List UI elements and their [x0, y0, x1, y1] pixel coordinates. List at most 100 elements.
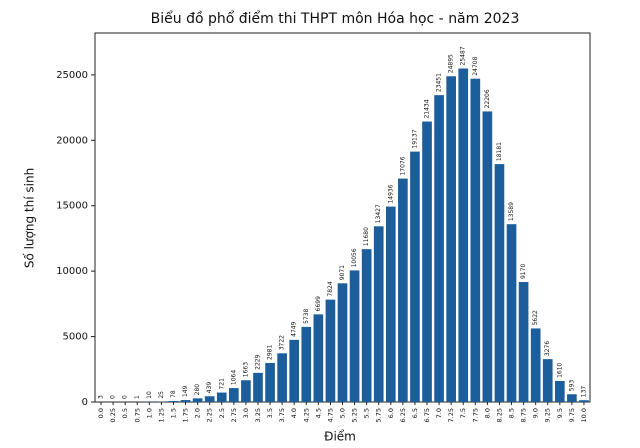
value-label: 1: [134, 395, 141, 399]
value-label: 18181: [496, 142, 503, 161]
bar: [373, 226, 384, 402]
x-tick-label: 1.0: [145, 408, 153, 418]
bar: [410, 151, 420, 402]
x-tick-label: 7.25: [447, 408, 455, 422]
value-label: 9071: [339, 265, 346, 280]
x-tick-label: 3.5: [266, 408, 274, 418]
y-axis-label: Số lượng thí sinh: [23, 168, 37, 268]
x-tick-label: 3.25: [254, 408, 262, 422]
x-tick-label: 10.0: [580, 408, 588, 422]
bar: [349, 270, 360, 402]
bar: [385, 206, 396, 402]
y-tick-label: 10000: [56, 266, 88, 277]
value-label: 7824: [327, 281, 334, 296]
value-label: 2229: [254, 354, 261, 369]
x-tick-label: 8.0: [483, 408, 491, 418]
x-tick-label: 9.25: [544, 408, 552, 422]
x-tick-label: 0.5: [121, 408, 129, 418]
value-label: 25487: [460, 46, 467, 65]
x-tick-label: 7.0: [435, 408, 443, 418]
bar: [579, 400, 589, 402]
x-tick-label: 2.5: [218, 408, 226, 418]
x-tick-label: 8.25: [495, 408, 503, 422]
x-tick-label: 2.75: [230, 408, 238, 422]
y-tick-label: 25000: [56, 70, 88, 81]
x-tick-label: 8.75: [520, 408, 528, 422]
x-tick-label: 1.5: [169, 408, 177, 418]
value-label: 17076: [399, 156, 406, 175]
value-label: 78: [170, 390, 177, 398]
bar: [506, 224, 517, 402]
value-label: 4749: [291, 321, 298, 336]
x-tick-label: 5.25: [351, 408, 359, 422]
bar: [229, 388, 239, 402]
value-label: 2981: [267, 345, 274, 360]
value-label: 5738: [303, 308, 310, 323]
value-label: 3722: [279, 335, 286, 350]
bar: [530, 328, 541, 402]
value-label: 1663: [242, 362, 249, 377]
bar: [470, 78, 481, 403]
x-tick-label: 4.0: [290, 408, 298, 418]
x-tick-label: 9.5: [556, 408, 564, 418]
value-label: 23451: [436, 73, 443, 92]
bar: [301, 326, 312, 402]
bar: [241, 380, 251, 402]
x-tick-label: 3.0: [242, 408, 250, 418]
x-tick-label: 6.0: [387, 408, 395, 418]
x-tick-label: 8.5: [508, 408, 516, 418]
chart-title: Biểu đồ phổ điểm thi THPT môn Hóa học - …: [151, 10, 520, 27]
x-tick-label: 1.25: [157, 408, 165, 422]
x-tick-label: 5.0: [339, 408, 347, 418]
x-tick-label: 9.0: [532, 408, 540, 418]
value-label: 439: [206, 382, 213, 394]
bar: [542, 359, 553, 402]
value-label: 6699: [315, 296, 322, 311]
x-tick-label: 9.75: [568, 408, 576, 422]
bar: [313, 314, 324, 402]
y-tick-label: 15000: [56, 201, 88, 212]
bar: [494, 164, 505, 402]
value-label: 3: [98, 395, 105, 399]
x-tick-label: 6.5: [411, 408, 419, 418]
bar: [361, 249, 372, 402]
value-label: 0: [110, 395, 117, 399]
x-tick-label: 0.75: [133, 408, 141, 422]
value-label: 5622: [532, 310, 539, 325]
x-tick-label: 0.25: [109, 408, 117, 422]
y-tick-label: 0: [82, 397, 88, 408]
value-label: 21434: [424, 99, 431, 118]
value-label: 593: [568, 380, 575, 392]
value-label: 13427: [375, 204, 382, 223]
x-tick-label: 3.75: [278, 408, 286, 422]
bar: [398, 178, 408, 402]
x-tick-label: 5.75: [375, 408, 383, 422]
x-tick-label: 6.75: [423, 408, 431, 422]
bar: [482, 111, 493, 402]
value-label: 137: [580, 386, 587, 398]
value-label: 721: [218, 378, 225, 390]
value-label: 14936: [387, 184, 394, 203]
value-label: 13589: [508, 202, 515, 221]
bar: [518, 282, 529, 402]
value-label: 10056: [351, 248, 358, 267]
bar: [289, 339, 300, 402]
y-tick-label: 5000: [63, 332, 88, 343]
value-label: 1064: [230, 370, 237, 385]
value-label: 10: [146, 391, 153, 399]
bar: [204, 396, 215, 402]
bar: [422, 121, 432, 403]
value-label: 1610: [556, 362, 563, 377]
value-label: 22206: [484, 89, 491, 108]
value-label: 19137: [411, 129, 418, 148]
value-label: 24895: [448, 54, 455, 73]
bar: [446, 76, 456, 402]
x-tick-label: 7.75: [471, 408, 479, 422]
value-label: 3276: [544, 341, 551, 356]
value-label: 9170: [520, 264, 527, 279]
x-tick-label: 4.75: [326, 408, 334, 422]
x-tick-label: 7.5: [459, 408, 467, 418]
bar: [253, 372, 263, 402]
